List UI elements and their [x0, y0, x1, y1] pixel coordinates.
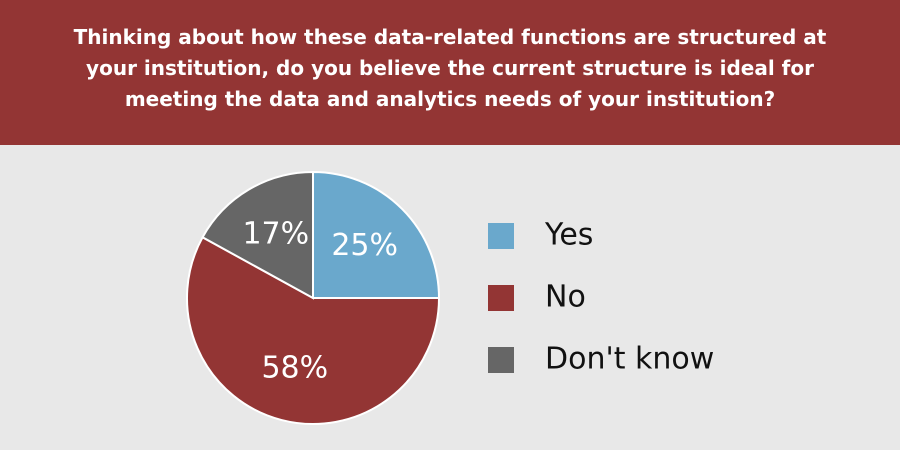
slice-label: 17%	[242, 217, 309, 252]
slice-label: 58%	[261, 350, 328, 385]
legend-label: Don't know	[545, 342, 714, 377]
title-banner	[0, 0, 900, 145]
legend-label: Yes	[544, 218, 593, 253]
chart-title: Thinking about how these data-related fu…	[73, 25, 827, 111]
slice-label: 25%	[331, 228, 398, 263]
pie-slice	[186, 235, 441, 425]
legend-swatch	[488, 347, 514, 373]
pie-slice	[312, 170, 441, 299]
legend-label: No	[545, 280, 586, 315]
legend-swatch	[488, 223, 514, 249]
pie-slice	[201, 170, 314, 300]
legend-swatch	[488, 285, 514, 311]
